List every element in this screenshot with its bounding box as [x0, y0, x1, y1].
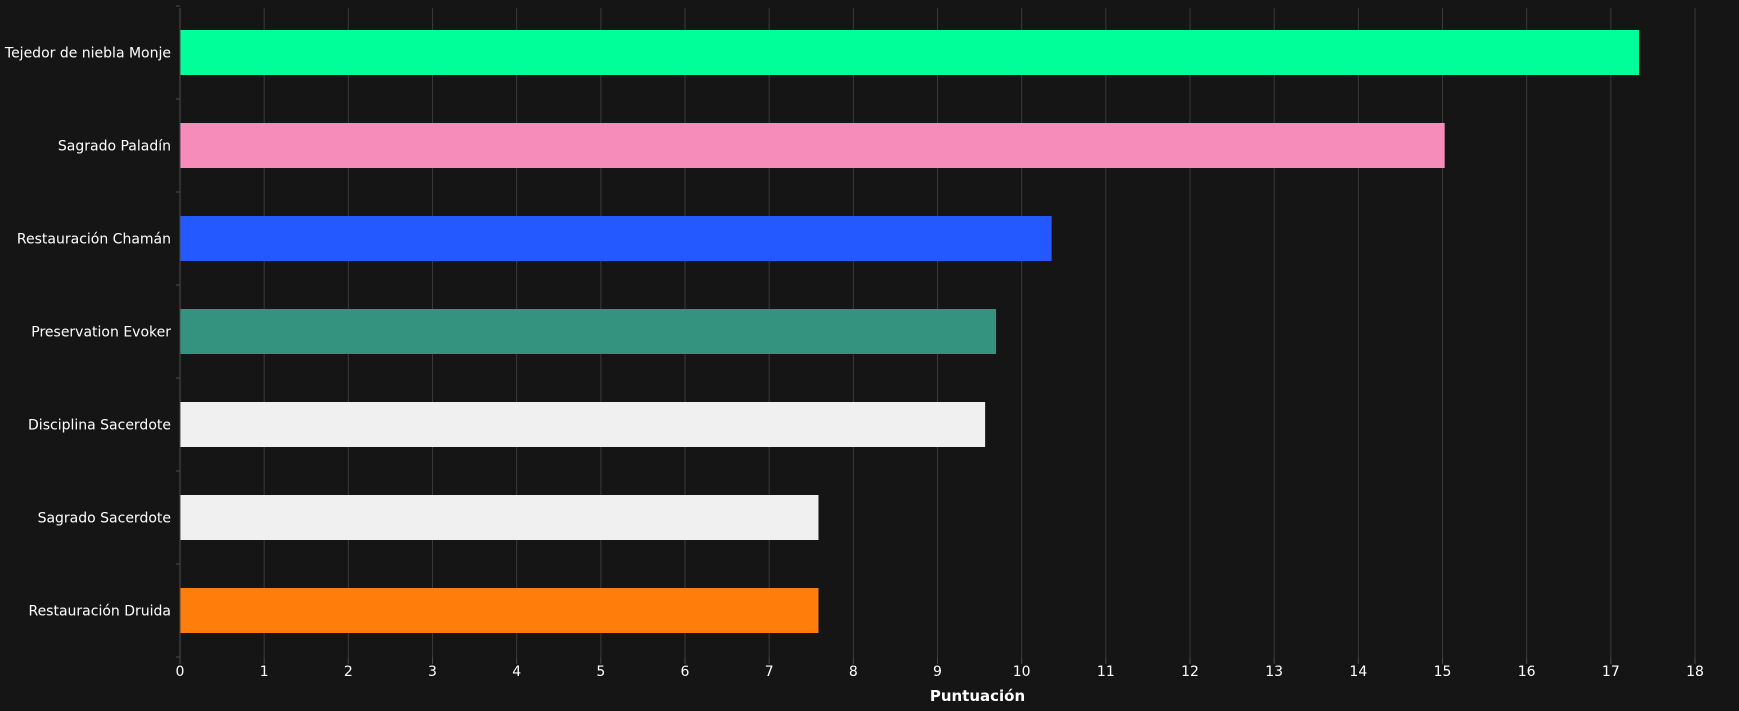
x-tick-label: 11	[1097, 664, 1115, 680]
axes	[176, 5, 1696, 664]
bar	[180, 495, 819, 540]
x-tick-label: 0	[176, 664, 185, 680]
x-tick-label: 12	[1181, 664, 1199, 680]
x-tick-label: 13	[1265, 664, 1283, 680]
x-tick-label: 1	[260, 664, 269, 680]
x-tick-label: 6	[681, 664, 690, 680]
x-tick-label: 8	[849, 664, 858, 680]
grid-lines	[263, 8, 1696, 658]
y-category-label: Sagrado Paladín	[58, 139, 171, 155]
x-tick-label: 2	[344, 664, 353, 680]
y-category-label: Disciplina Sacerdote	[28, 418, 171, 434]
x-tick-label: 14	[1349, 664, 1367, 680]
y-category-label: Restauración Druida	[28, 604, 171, 620]
x-tick-label: 18	[1686, 664, 1704, 680]
x-tick-label: 15	[1434, 664, 1452, 680]
bar	[180, 30, 1640, 75]
x-tick-label: 7	[765, 664, 774, 680]
x-tick-label: 9	[933, 664, 942, 680]
bar	[180, 123, 1445, 168]
x-tick-label: 17	[1602, 664, 1620, 680]
x-tick-label: 3	[428, 664, 437, 680]
y-category-label: Preservation Evoker	[31, 325, 171, 341]
bar	[180, 216, 1052, 261]
bar	[180, 402, 986, 447]
bar	[180, 588, 819, 633]
x-axis-title: Puntuación	[930, 687, 1025, 705]
y-category-label: Restauración Chamán	[17, 232, 171, 248]
x-tick-label: 4	[512, 664, 521, 680]
y-category-label: Sagrado Sacerdote	[38, 511, 171, 527]
x-tick-label: 10	[1013, 664, 1031, 680]
bars	[180, 30, 1640, 633]
bar	[180, 309, 997, 354]
y-category-label: Tejedor de niebla Monje	[4, 46, 171, 62]
x-tick-label: 16	[1518, 664, 1536, 680]
x-tick-label: 5	[596, 664, 605, 680]
